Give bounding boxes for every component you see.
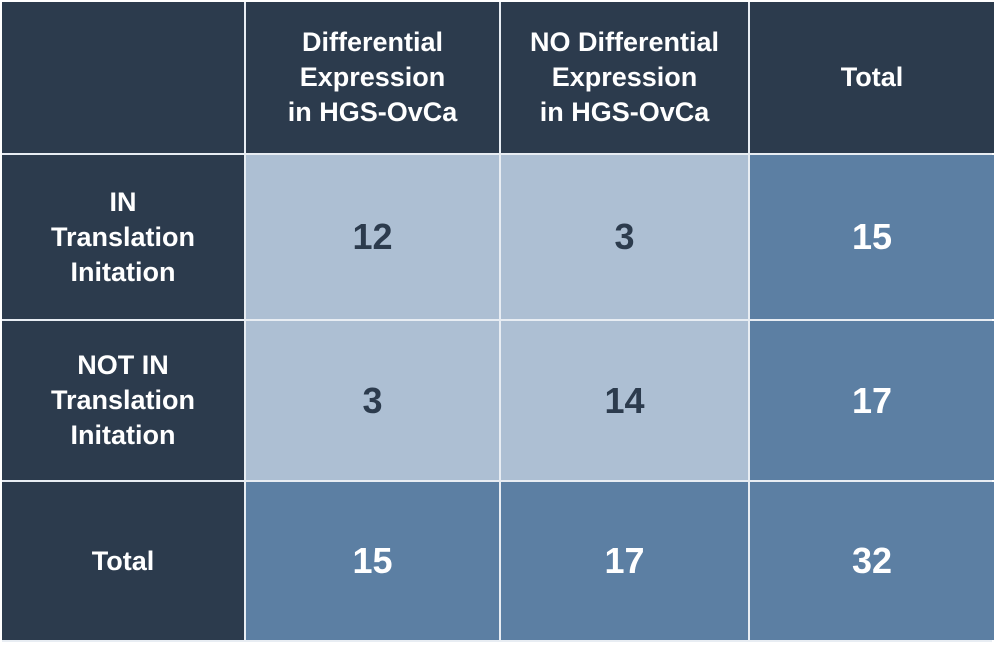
row-total-cell: 17 [750, 321, 994, 480]
column-header-cell: NO Differential Expression in HGS-OvCa [501, 2, 748, 153]
column-header-cell: Total [750, 2, 994, 153]
count-cell: 14 [501, 321, 748, 480]
column-header-text: NO Differential Expression in HGS-OvCa [529, 27, 720, 127]
count-cell: 3 [246, 321, 499, 480]
column-total-cell: 17 [501, 482, 748, 640]
grand-total-cell: 32 [750, 482, 994, 640]
column-total-cell: 15 [246, 482, 499, 640]
row-header-text: Total [91, 545, 155, 576]
row-header-cell: IN Translation Initation [2, 155, 244, 319]
count-value: 14 [604, 379, 645, 421]
total-value: 17 [604, 540, 645, 581]
row-header-text: IN Translation Initation [50, 186, 196, 287]
row-header-cell: NOT IN Translation Initation [2, 321, 244, 480]
row-header-cell: Total [2, 482, 244, 640]
total-value: 15 [352, 540, 393, 581]
count-cell: 12 [246, 155, 499, 319]
row-total-cell: 15 [750, 155, 994, 319]
corner-header-cell [2, 2, 244, 153]
column-header-text: Total [840, 62, 904, 92]
total-value: 17 [851, 379, 893, 421]
count-value: 3 [614, 216, 635, 257]
row-header-text: NOT IN Translation Initation [50, 350, 196, 450]
column-header-text: Differential Expression in HGS-OvCa [287, 27, 458, 127]
grand-total-value: 32 [851, 540, 893, 581]
count-cell: 3 [501, 155, 748, 319]
count-value: 3 [362, 379, 383, 421]
column-header-cell: Differential Expression in HGS-OvCa [246, 2, 499, 153]
total-value: 15 [851, 216, 893, 257]
count-value: 12 [352, 216, 393, 257]
